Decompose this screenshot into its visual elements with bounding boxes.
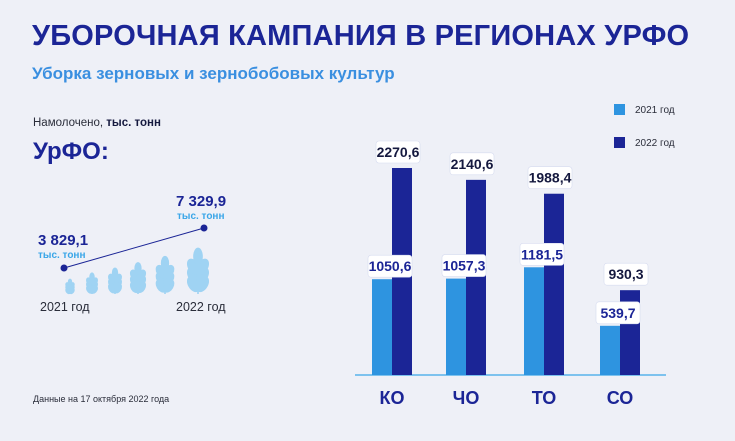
svg-text:539,7: 539,7 — [600, 305, 635, 321]
wheat-icon — [108, 267, 122, 294]
data-label-СО-2022: 930,3 — [603, 262, 649, 286]
growth-line — [63, 227, 205, 269]
bar-ТО-2022 — [544, 193, 564, 375]
bar-ТО-2021 — [524, 267, 544, 375]
bar-ЧО-2021 — [446, 278, 466, 375]
summary-2021-unit: тыс. тонн — [38, 250, 86, 261]
svg-text:930,3: 930,3 — [608, 266, 643, 282]
caption-prefix: Намолочено, — [33, 117, 104, 129]
svg-text:2270,6: 2270,6 — [377, 144, 420, 160]
svg-text:2140,6: 2140,6 — [451, 156, 494, 172]
legend-item-2021: 2021 год — [614, 104, 675, 116]
data-label-КО-2021: 1050,6 — [367, 254, 413, 278]
wheat-icon — [155, 255, 175, 294]
summary-2022-label: 2022 год — [176, 300, 226, 314]
footnote: Данные на 17 октября 2022 года — [33, 394, 170, 404]
tick-label-ЧО: ЧО — [453, 388, 480, 408]
summary-2022-value: 7 329,9 — [176, 193, 227, 210]
data-label-ТО-2021: 1181,5 — [519, 242, 565, 266]
summary-2021-label: 2021 год — [40, 300, 90, 314]
growth-illustration — [60, 224, 210, 295]
bar-КО-2021 — [372, 279, 392, 375]
data-label-ЧО-2022: 2140,6 — [449, 152, 495, 176]
wheat-icon — [186, 247, 210, 294]
bar-ЧО-2022 — [466, 179, 486, 375]
wheat-icon — [129, 262, 147, 294]
page-title: УБОРОЧНАЯ КАМПАНИЯ В РЕГИОНАХ УРФО — [32, 20, 690, 52]
svg-text:1181,5: 1181,5 — [521, 246, 563, 262]
legend-swatch-2021 — [614, 104, 625, 115]
page-subtitle: Уборка зерновых и зернобобовых культур — [32, 64, 395, 83]
wheat-icon — [65, 278, 75, 295]
wheat-icons — [65, 247, 210, 295]
region-label: УрФО: — [33, 138, 109, 165]
point-2022 — [200, 224, 208, 232]
data-label-ТО-2022: 1988,4 — [527, 166, 573, 190]
svg-text:1988,4: 1988,4 — [529, 170, 572, 186]
svg-text:1050,6: 1050,6 — [369, 258, 412, 274]
point-2021 — [60, 264, 68, 272]
data-label-КО-2022: 2270,6 — [375, 140, 421, 164]
wheat-icon — [86, 272, 98, 294]
legend-swatch-2022 — [614, 137, 625, 148]
svg-text:1057,3: 1057,3 — [443, 258, 486, 274]
summary-2021-value: 3 829,1 — [38, 232, 89, 249]
tick-label-КО: КО — [380, 388, 405, 408]
legend-label-2021: 2021 год — [635, 105, 675, 116]
unit-caption: Намолочено, тыс. тонн — [33, 117, 161, 129]
data-label-ЧО-2021: 1057,3 — [441, 254, 487, 277]
summary-2022-unit: тыс. тонн — [177, 211, 225, 222]
caption-unit: тыс. тонн — [106, 117, 161, 129]
tick-label-ТО: ТО — [532, 388, 557, 408]
bar-СО-2021 — [600, 325, 620, 375]
legend-item-2022: 2022 год — [614, 137, 675, 149]
data-label-СО-2021: 539,7 — [595, 301, 641, 325]
tick-label-СО: СО — [607, 388, 634, 408]
legend-label-2022: 2022 год — [635, 138, 675, 149]
